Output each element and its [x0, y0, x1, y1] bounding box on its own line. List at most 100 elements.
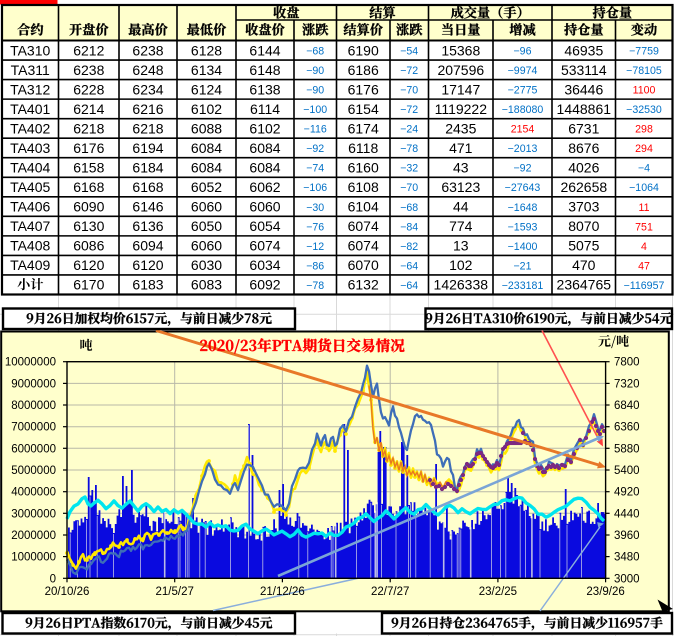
svg-text:6062: 6062 — [249, 179, 280, 195]
svg-text:6086: 6086 — [73, 238, 104, 254]
svg-text:6168: 6168 — [73, 179, 104, 195]
svg-text:6030: 6030 — [191, 257, 222, 273]
svg-text:−12: −12 — [306, 241, 324, 253]
svg-text:6050: 6050 — [191, 218, 222, 234]
svg-text:6136: 6136 — [132, 218, 163, 234]
svg-text:6092: 6092 — [249, 277, 280, 293]
svg-text:6248: 6248 — [132, 62, 163, 78]
svg-text:471: 471 — [449, 140, 473, 156]
svg-text:774: 774 — [449, 218, 473, 234]
svg-text:−9974: −9974 — [508, 65, 538, 77]
svg-text:3703: 3703 — [568, 199, 599, 215]
svg-text:21/5/27: 21/5/27 — [156, 586, 194, 598]
svg-text:36446: 36446 — [564, 81, 603, 97]
svg-text:6108: 6108 — [348, 179, 379, 195]
svg-text:TA402: TA402 — [10, 120, 50, 136]
svg-text:−78: −78 — [306, 280, 324, 292]
svg-text:6158: 6158 — [73, 160, 104, 176]
svg-text:102: 102 — [449, 257, 473, 273]
svg-text:6190: 6190 — [348, 42, 379, 58]
svg-text:22/7/27: 22/7/27 — [371, 586, 409, 598]
svg-text:−92: −92 — [306, 143, 324, 155]
svg-text:6060: 6060 — [249, 199, 280, 215]
svg-text:−27643: −27643 — [505, 182, 541, 194]
svg-text:TA404: TA404 — [10, 160, 50, 176]
svg-text:6074: 6074 — [348, 218, 379, 234]
svg-text:−72: −72 — [400, 65, 418, 77]
svg-text:2154: 2154 — [511, 124, 535, 136]
svg-text:TA409: TA409 — [10, 257, 50, 273]
svg-text:6114: 6114 — [250, 101, 280, 117]
svg-text:6088: 6088 — [191, 120, 222, 136]
svg-text:298: 298 — [635, 124, 653, 136]
svg-text:−76: −76 — [306, 221, 324, 233]
svg-text:TA408: TA408 — [10, 238, 50, 254]
svg-text:6144: 6144 — [249, 42, 280, 58]
svg-text:−78: −78 — [400, 143, 418, 155]
svg-text:−7759: −7759 — [629, 46, 659, 58]
svg-text:−84: −84 — [400, 221, 418, 233]
svg-text:6128: 6128 — [191, 42, 222, 58]
svg-text:0: 0 — [50, 573, 56, 585]
svg-text:3000000: 3000000 — [11, 508, 56, 520]
svg-text:4000000: 4000000 — [11, 487, 56, 499]
svg-text:13: 13 — [453, 238, 469, 254]
svg-text:−116957: −116957 — [624, 280, 665, 292]
svg-text:6132: 6132 — [348, 277, 379, 293]
svg-text:6186: 6186 — [348, 62, 379, 78]
svg-text:6228: 6228 — [73, 81, 104, 97]
svg-text:6120: 6120 — [132, 257, 163, 273]
svg-text:TA407: TA407 — [10, 218, 50, 234]
svg-text:−72: −72 — [400, 104, 418, 116]
svg-text:−1648: −1648 — [508, 202, 538, 214]
svg-text:23/9/26: 23/9/26 — [586, 586, 624, 598]
svg-text:−68: −68 — [306, 46, 324, 58]
svg-text:5880: 5880 — [614, 443, 640, 455]
svg-text:2364765: 2364765 — [557, 277, 612, 293]
svg-text:294: 294 — [635, 143, 653, 155]
svg-text:−1593: −1593 — [508, 221, 538, 233]
svg-text:6094: 6094 — [132, 238, 163, 254]
svg-text:TA403: TA403 — [10, 140, 50, 156]
svg-text:3480: 3480 — [614, 552, 640, 564]
svg-text:6102: 6102 — [191, 101, 222, 117]
svg-text:6218: 6218 — [132, 120, 163, 136]
svg-text:−1064: −1064 — [629, 182, 659, 194]
svg-text:6074: 6074 — [249, 238, 280, 254]
svg-text:44: 44 — [453, 199, 469, 215]
svg-text:533114: 533114 — [561, 62, 607, 78]
svg-text:−32530: −32530 — [626, 104, 662, 116]
svg-text:−188080: −188080 — [502, 104, 544, 116]
svg-text:−92: −92 — [514, 163, 532, 175]
svg-text:6000000: 6000000 — [11, 443, 56, 455]
svg-text:6074: 6074 — [348, 238, 379, 254]
svg-text:6214: 6214 — [73, 101, 104, 117]
svg-text:3000: 3000 — [614, 573, 640, 585]
svg-text:6212: 6212 — [73, 42, 104, 58]
svg-text:−64: −64 — [400, 260, 418, 272]
svg-text:−106: −106 — [303, 182, 327, 194]
svg-text:63123: 63123 — [441, 179, 480, 195]
svg-text:6120: 6120 — [73, 257, 104, 273]
svg-text:6238: 6238 — [132, 42, 163, 58]
svg-text:6104: 6104 — [348, 199, 379, 215]
svg-text:4920: 4920 — [614, 487, 640, 499]
svg-text:−116: −116 — [304, 124, 327, 136]
svg-text:6148: 6148 — [249, 62, 280, 78]
svg-text:6154: 6154 — [348, 101, 379, 117]
svg-text:−74: −74 — [306, 163, 324, 175]
svg-text:262658: 262658 — [560, 179, 607, 195]
svg-text:6060: 6060 — [191, 238, 222, 254]
svg-text:4026: 4026 — [568, 160, 599, 176]
svg-text:6084: 6084 — [249, 160, 280, 176]
svg-text:6174: 6174 — [348, 120, 379, 136]
svg-text:6170: 6170 — [73, 277, 104, 293]
svg-text:1426338: 1426338 — [434, 277, 489, 293]
svg-text:6146: 6146 — [132, 199, 163, 215]
svg-text:6160: 6160 — [348, 160, 379, 176]
svg-text:1000000: 1000000 — [11, 552, 56, 564]
svg-text:TA311: TA311 — [11, 62, 50, 78]
svg-text:6118: 6118 — [348, 140, 378, 156]
svg-text:6183: 6183 — [132, 277, 163, 293]
svg-text:6134: 6134 — [191, 62, 222, 78]
